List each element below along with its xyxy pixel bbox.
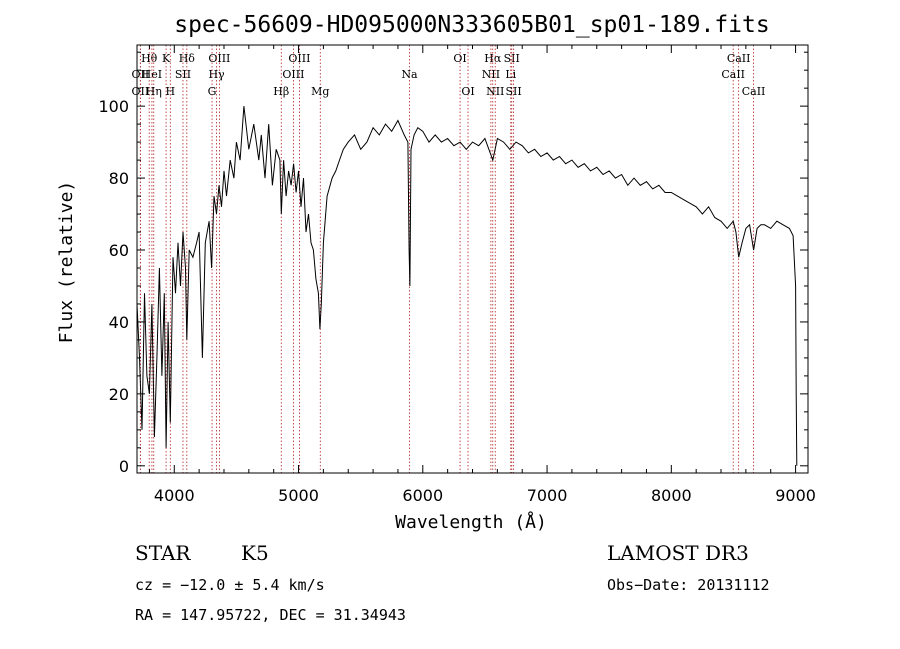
line-marker-label: G <box>208 85 217 98</box>
line-marker-label: SII <box>506 85 522 98</box>
line-marker-label: Na <box>401 68 418 81</box>
line-marker-label: Hθ <box>141 52 158 65</box>
x-axis-label: Wavelength (Å) <box>395 511 547 533</box>
line-marker-label: Li <box>505 68 516 81</box>
y-axis-label: Flux (relative) <box>56 181 77 344</box>
x-tick-label: 6000 <box>402 486 443 505</box>
line-marker-label: K <box>162 52 171 65</box>
line-marker-label: Mg <box>311 85 329 98</box>
line-marker-label: Hδ <box>179 52 196 65</box>
line-marker-label: OI <box>461 85 474 98</box>
y-tick-label: 20 <box>109 385 129 404</box>
y-tick-label: 60 <box>109 241 129 260</box>
obs-date-text: Obs−Date: 20131112 <box>607 576 770 594</box>
line-marker-label: OIII <box>288 52 310 65</box>
redshift-text: cz = −12.0 ± 5.4 km/s <box>135 576 325 594</box>
line-marker-label: OI <box>453 52 466 65</box>
line-marker-label: OIII <box>208 52 230 65</box>
line-marker-label: SII <box>175 68 191 81</box>
chart-title: spec-56609-HD095000N333605B01_sp01-189.f… <box>174 12 769 38</box>
y-tick-label: 40 <box>109 313 129 332</box>
line-marker-label: NII <box>482 68 500 81</box>
line-marker-label: CaII <box>727 52 751 65</box>
x-axis-ticks: 4000 5000 6000 7000 8000 9000 <box>148 45 816 505</box>
x-tick-label: 7000 <box>527 486 568 505</box>
x-tick-label: 8000 <box>651 486 692 505</box>
y-tick-label: 100 <box>98 97 129 116</box>
spectrum-series <box>136 106 798 466</box>
coordinates-text: RA = 147.95722, DEC = 31.34943 <box>135 606 406 624</box>
line-marker-label: H <box>166 85 176 98</box>
line-marker-label: OIII <box>282 68 304 81</box>
line-marker-label: Hη <box>146 85 162 98</box>
y-tick-label: 0 <box>119 457 129 476</box>
x-tick-label: 4000 <box>154 486 195 505</box>
line-marker-label: CaII <box>721 68 745 81</box>
line-marker-label: HeI <box>142 68 162 81</box>
line-marker-label: NII <box>486 85 504 98</box>
object-class: STAR <box>135 541 191 565</box>
object-subclass: K5 <box>241 541 269 565</box>
y-tick-label: 80 <box>109 169 129 188</box>
line-marker-label: Hβ <box>273 85 289 98</box>
survey-name: LAMOST DR3 <box>607 541 749 565</box>
line-marker-label: Hγ <box>208 68 225 81</box>
y-axis-ticks: 0 20 40 60 80 100 <box>98 51 808 476</box>
line-marker-label: CaII <box>742 85 766 98</box>
line-marker-label: Hα <box>484 52 502 65</box>
x-tick-label: 5000 <box>278 486 319 505</box>
line-marker-label: OII <box>131 85 149 98</box>
line-marker-label: SII <box>504 52 520 65</box>
x-tick-label: 9000 <box>775 486 816 505</box>
spectrum-line <box>136 106 798 466</box>
